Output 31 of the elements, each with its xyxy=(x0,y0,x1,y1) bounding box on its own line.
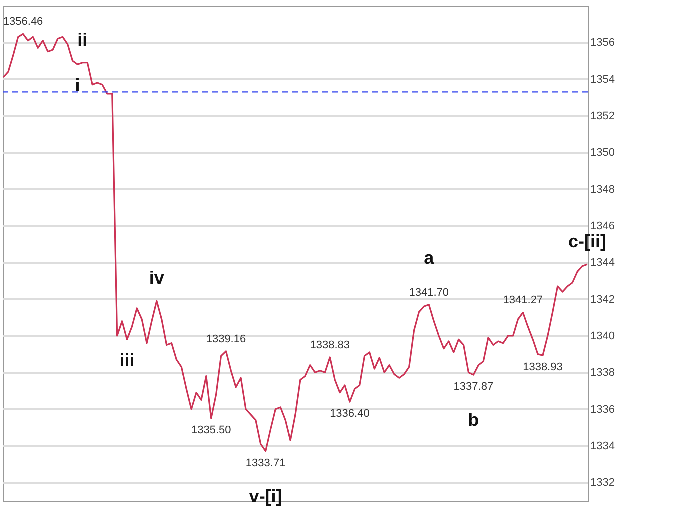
data-label: 1338.93 xyxy=(523,362,563,374)
y-tick-label: 1344 xyxy=(590,257,615,270)
annotation: i xyxy=(75,76,80,96)
y-tick-label: 1342 xyxy=(590,294,615,306)
y-tick-label: 1346 xyxy=(590,220,615,232)
y-tick-label: 1340 xyxy=(590,330,615,342)
y-tick-label: 1334 xyxy=(590,440,615,452)
annotation: iii xyxy=(120,350,135,371)
data-label: 1339.16 xyxy=(206,333,246,346)
annotation: a xyxy=(424,248,436,268)
data-label: 1337.87 xyxy=(454,381,494,394)
data-label: 1356.46 xyxy=(3,16,44,28)
y-tick-label: 1350 xyxy=(590,147,615,160)
data-label: 1341.27 xyxy=(503,294,544,307)
y-tick-label: 1336 xyxy=(590,404,615,416)
y-tick-label: 1338 xyxy=(590,367,615,380)
annotation: iv xyxy=(149,268,164,288)
annotation: b xyxy=(468,410,480,430)
y-tick-label: 1332 xyxy=(590,477,615,490)
data-label: 1336.40 xyxy=(330,408,370,420)
data-label: 1341.70 xyxy=(409,286,450,299)
y-tick-label: 1356 xyxy=(590,37,615,50)
annotation: v-[i] xyxy=(249,486,282,506)
data-label: 1333.71 xyxy=(246,457,286,470)
data-label: 1338.83 xyxy=(310,339,350,352)
data-label: 1335.50 xyxy=(191,424,232,436)
y-tick-label: 1348 xyxy=(590,184,615,196)
y-tick-label: 1352 xyxy=(590,110,615,122)
annotation: ii xyxy=(78,30,88,50)
y-tick-label: 1354 xyxy=(590,74,615,86)
annotation: c-[ii] xyxy=(568,232,607,252)
